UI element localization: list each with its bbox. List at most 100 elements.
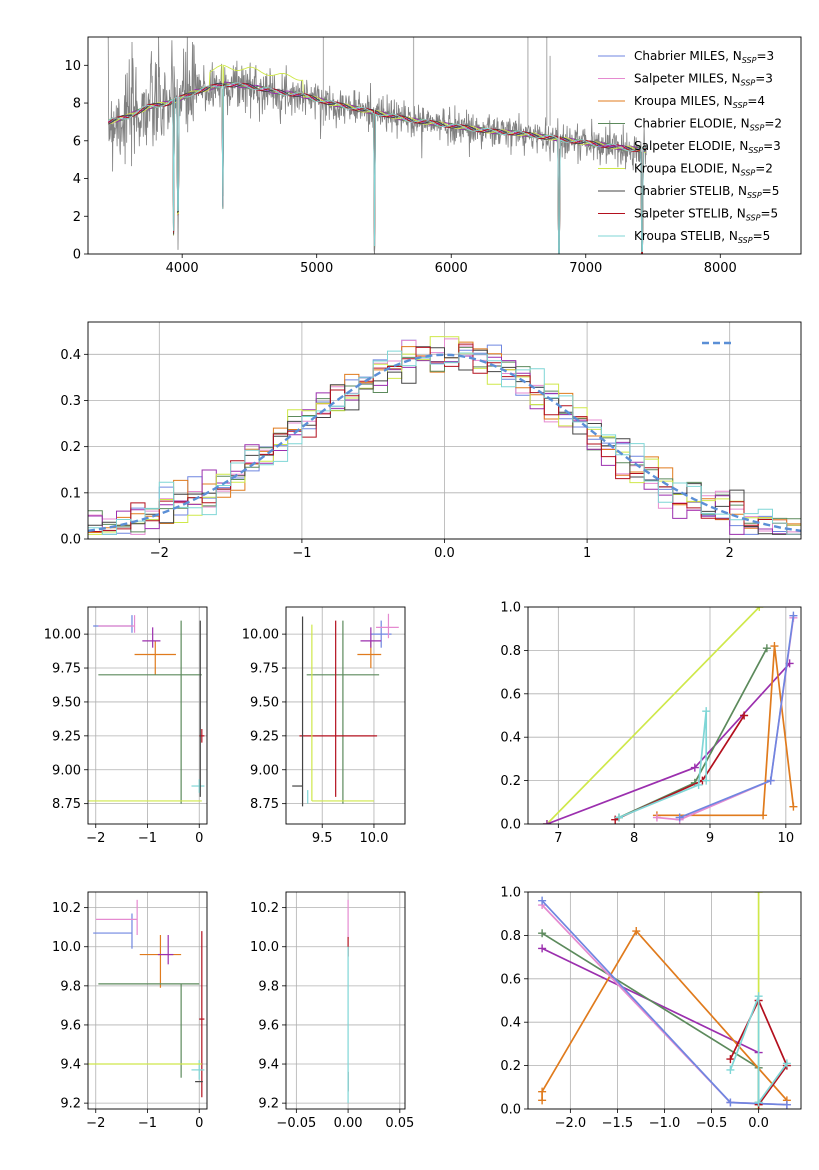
axes-frame [527,606,802,825]
y-tick-label: 9.8 [60,979,81,994]
y-tick-label: 0.0 [60,533,81,548]
x-tick-label: 8 [630,831,638,846]
histogram-kroupa-stelib [88,350,801,535]
line-kroupa-miles [656,646,795,817]
legend-suffix: =4 [747,94,765,108]
point-marker [770,642,779,651]
x-tick-label: −0.05 [276,1116,316,1131]
legend: Chabrier MILES, NSSP=3 Salpeter MILES, NS… [598,49,782,245]
y-tick-label: 0.4 [500,731,521,746]
legend-text: Kroupa ELODIE, N [634,162,741,176]
y-tick-label: 0.6 [500,972,521,987]
legend-label: Salpeter STELIB, NSSP=5 [634,207,778,223]
x-tick-label: 10.0 [359,831,388,846]
point-marker [754,892,763,896]
point-marker [762,644,771,653]
line-salpeter-elodie [546,662,791,824]
panel-age-vs-Z: −2 −1 0 8.75 9.00 9.25 9.50 9.75 10.00 [44,606,208,846]
y-tick-label: 0.2 [500,1059,521,1074]
point-marker [538,896,547,905]
legend-suffix: =3 [763,139,781,153]
line-kroupa-stelib [618,711,708,819]
x-tick-label: 9 [706,831,714,846]
plot-area-spectrum [107,37,647,254]
legend-suffix: =5 [760,207,778,221]
legend-subscript: SSP [741,79,756,88]
legend-label: Chabrier MILES, NSSP=3 [634,49,774,65]
y-tick-label: 0.2 [500,774,521,789]
x-tick-label: −1 [138,831,157,846]
y-tick-label: 0.0 [500,818,521,833]
y-tick-label: 0.8 [500,929,521,944]
legend-subscript: SSP [746,214,761,223]
y-tick-label: 10 [64,59,81,74]
y-tick-label: 9.8 [258,979,279,994]
y-tick-label: 8.75 [52,797,81,812]
panel-spectrum: 4000 5000 6000 7000 8000 0 2 4 6 8 10 Chabrier MILE… [64,36,802,276]
x-tick-label: 0.05 [385,1116,414,1131]
panel-mass-vs-Z: −2 −1 0 9.2 9.4 9.6 9.8 10.0 10.2 [52,891,208,1131]
x-tick-label: −2.0 [555,1116,587,1131]
y-tick-label: 6 [73,134,81,149]
y-tick-label: 10.2 [250,901,279,916]
x-tick-label: −1.0 [649,1116,681,1131]
y-tick-label: 1.0 [500,886,521,901]
x-tick-label: 7000 [569,261,602,276]
y-tick-label: 9.75 [52,662,81,677]
plot-area-weight-vs-age [542,607,798,824]
y-tick-label: 10.00 [44,628,81,643]
y-tick-label: 0.3 [60,394,81,409]
y-tick-label: 0.4 [60,348,81,363]
y-tick-label: 10.2 [52,901,81,916]
legend-suffix: =5 [762,184,780,198]
legend-subscript: SSP [748,146,763,155]
plot-area-weight-vs-Z [538,892,791,1109]
plot-area-age-vs-mass [292,613,399,807]
data-spectrum [107,37,647,254]
point-marker [754,992,763,1001]
axes-frame [285,606,406,825]
legend-label: Salpeter MILES, NSSP=3 [634,72,773,88]
model-salpeter-stelib [107,82,646,254]
y-tick-label: 0.1 [60,486,81,501]
legend-suffix: =2 [755,162,773,176]
y-tick-label: 9.50 [250,695,279,710]
point-marker [726,1065,735,1074]
axes-frame [285,891,406,1110]
point-marker [652,813,661,822]
point-marker [789,611,798,620]
y-tick-label: 9.75 [250,662,279,677]
point-marker [754,1098,763,1107]
legend-subscript: SSP [738,236,753,245]
x-tick-label: 10 [778,831,795,846]
model-kroupa-stelib [107,82,646,254]
y-tick-label: 0.0 [500,1103,521,1118]
y-tick-label: 9.25 [250,729,279,744]
x-tick-label: −2 [150,546,169,561]
x-tick-label: 4000 [166,261,199,276]
panel-residuals: −2 −1 0.0 1 2 0.0 0.1 0.2 0.3 0.4 [60,321,802,561]
legend-suffix: =2 [764,117,782,131]
axes-frame [527,891,802,1110]
legend-label: Kroupa MILES, NSSP=4 [634,94,765,110]
x-tick-label: 9.5 [312,831,333,846]
y-tick-label: 10.00 [242,628,279,643]
legend-label: Kroupa STELIB, NSSP=5 [634,229,770,245]
point-marker [766,776,775,785]
y-tick-label: 9.4 [258,1058,279,1073]
y-tick-label: 0 [73,248,81,263]
panel-mass-vs-ebv: −0.05 0.00 0.05 9.2 9.4 9.6 9.8 10.0 10.2 [250,891,414,1131]
point-marker [690,763,699,772]
x-tick-label: 0.0 [748,1116,769,1131]
panel-weight-vs-Z: −2.0 −1.5 −1.0 −0.5 0.0 0.0 0.2 0.4 0.6 0.8 1.0 [500,886,802,1131]
point-marker [694,780,703,789]
x-tick-label: 8000 [704,261,737,276]
x-tick-label: −1 [292,546,311,561]
y-tick-label: 0.2 [60,440,81,455]
x-tick-label: 0.0 [434,546,455,561]
y-tick-label: 2 [73,210,81,225]
y-tick-label: 9.2 [258,1097,279,1112]
point-marker [632,927,641,936]
y-tick-label: 9.50 [52,695,81,710]
y-tick-label: 10.0 [250,940,279,955]
